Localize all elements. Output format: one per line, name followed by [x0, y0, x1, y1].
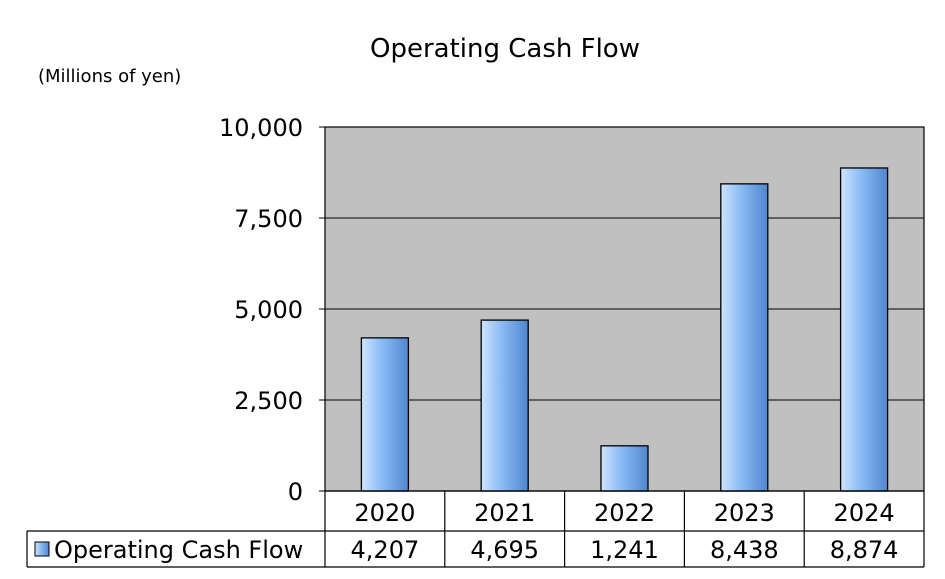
bar-2020: [360, 337, 410, 492]
bar-2023: [720, 183, 769, 492]
y-tick-label: 10,000: [219, 114, 303, 142]
chart-title: Operating Cash Flow: [370, 34, 640, 64]
y-tick-label: 2,500: [234, 387, 303, 415]
value-label: 8,874: [830, 536, 899, 564]
category-label: 2020: [354, 499, 415, 527]
category-label: 2022: [594, 499, 655, 527]
bar-2022: [600, 445, 649, 492]
category-label: 2024: [834, 499, 895, 527]
bar-2021: [480, 319, 529, 492]
bar-2024: [839, 167, 889, 492]
category-label: 2023: [714, 499, 775, 527]
y-tick-label: 7,500: [234, 205, 303, 233]
value-label: 1,241: [590, 536, 659, 564]
y-tick-label: 0: [288, 478, 303, 506]
legend-key: [34, 541, 50, 557]
value-label: 8,438: [710, 536, 779, 564]
value-label: 4,207: [351, 536, 420, 564]
value-label: 4,695: [470, 536, 539, 564]
legend-label: Operating Cash Flow: [54, 536, 303, 564]
y-tick-label: 5,000: [234, 296, 303, 324]
unit-label: (Millions of yen): [38, 66, 182, 87]
category-label: 2021: [474, 499, 535, 527]
